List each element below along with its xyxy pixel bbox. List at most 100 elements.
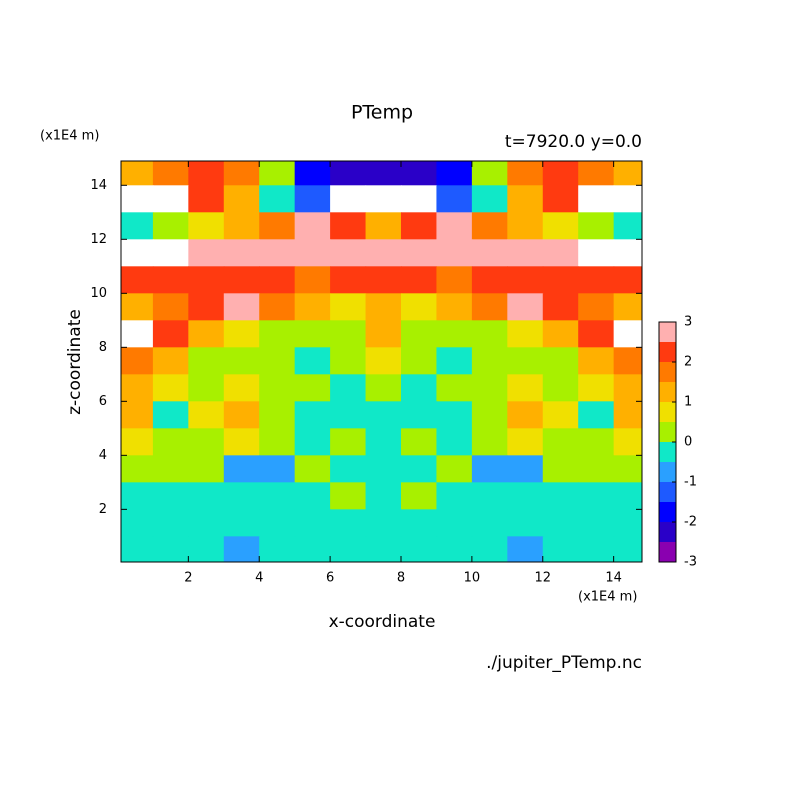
contour-cell — [400, 293, 438, 321]
contour-cell — [188, 374, 225, 402]
contour-cell — [188, 185, 225, 213]
contour-cell — [542, 320, 579, 348]
x-tick-label: 2 — [184, 571, 192, 586]
contour-cell — [294, 347, 331, 375]
contour-cell — [613, 185, 642, 213]
contour-cell — [259, 536, 296, 562]
colorbar-tick-label: -3 — [684, 555, 697, 570]
contour-cell — [152, 239, 189, 267]
contour-cell — [259, 374, 296, 402]
contour-cell — [471, 428, 508, 456]
contour-cell — [223, 455, 260, 483]
colorbar-tick-label: -1 — [684, 475, 697, 490]
contour-cell — [436, 509, 473, 537]
contour-cell — [542, 401, 579, 429]
contour-cell — [471, 455, 508, 483]
contour-cell — [471, 293, 508, 321]
contour-cell — [330, 239, 367, 267]
contour-cell — [259, 239, 296, 267]
plot-frame — [120, 160, 643, 563]
contour-cell — [121, 455, 154, 483]
contour-cell — [121, 185, 154, 213]
contour-cell — [578, 401, 615, 429]
contour-cell — [330, 482, 367, 510]
contour-cell — [507, 428, 544, 456]
contour-cell — [223, 239, 260, 267]
contour-cell — [152, 293, 189, 321]
contour-cell — [471, 401, 508, 429]
contour-cell — [365, 161, 402, 186]
contour-cell — [152, 161, 189, 186]
y-tick-label: 6 — [99, 394, 107, 409]
contour-cell — [400, 320, 438, 348]
contour-cell — [542, 536, 579, 562]
contour-cell — [330, 509, 367, 537]
contour-cell — [400, 239, 438, 267]
contour-cell — [507, 185, 544, 213]
contour-cell — [613, 536, 642, 562]
contour-cell — [507, 455, 544, 483]
contour-cell — [365, 401, 402, 429]
contour-cell — [188, 161, 225, 186]
contour-cell — [578, 161, 615, 186]
contour-cell — [542, 185, 579, 213]
contour-cell — [121, 266, 154, 294]
contour-cell — [223, 293, 260, 321]
contour-cell — [542, 482, 579, 510]
contour-cell — [365, 266, 402, 294]
contour-cell — [294, 374, 331, 402]
colorbar-bin — [659, 402, 676, 422]
colorbar-bin — [659, 482, 676, 502]
contour-cell — [188, 401, 225, 429]
contour-cell — [436, 161, 473, 186]
contour-cell — [436, 536, 473, 562]
chart-title: PTemp — [351, 102, 413, 124]
colorbar-tick-label: 3 — [684, 315, 692, 330]
contour-cell — [436, 293, 473, 321]
contour-cell — [542, 161, 579, 186]
contour-cell — [613, 455, 642, 483]
contour-cell — [507, 161, 544, 186]
contour-cell — [121, 320, 154, 348]
contour-cell — [223, 509, 260, 537]
contour-cell — [400, 185, 438, 213]
contour-cell — [365, 482, 402, 510]
colorbar-bin — [659, 462, 676, 482]
contour-cell — [436, 401, 473, 429]
contour-cell — [613, 266, 642, 294]
contour-cell — [578, 374, 615, 402]
contour-cell — [259, 347, 296, 375]
x-tick-label: 4 — [255, 571, 263, 586]
contour-field — [121, 161, 642, 562]
contour-cell — [507, 212, 544, 240]
contour-cell — [542, 212, 579, 240]
contour-cell — [152, 428, 189, 456]
contour-cell — [294, 161, 331, 186]
contour-cell — [365, 509, 402, 537]
contour-cell — [436, 428, 473, 456]
contour-cell — [365, 239, 402, 267]
x-tick-label: 14 — [605, 571, 622, 586]
contour-cell — [578, 320, 615, 348]
colorbar-tick-label: 1 — [684, 395, 692, 410]
contour-cell — [578, 536, 615, 562]
contour-cell — [542, 428, 579, 456]
contour-cell — [121, 536, 154, 562]
contour-cell — [188, 347, 225, 375]
contour-cell — [578, 482, 615, 510]
contour-cell — [294, 293, 331, 321]
contour-cell — [223, 320, 260, 348]
contour-cell — [188, 509, 225, 537]
contour-cell — [330, 161, 367, 186]
contour-cell — [294, 239, 331, 267]
colorbar-bin — [659, 342, 676, 362]
contour-cell — [613, 212, 642, 240]
contour-cell — [121, 509, 154, 537]
contour-cell — [259, 455, 296, 483]
contour-cell — [330, 536, 367, 562]
contour-cell — [330, 347, 367, 375]
contour-cell — [294, 401, 331, 429]
contour-cell — [613, 239, 642, 267]
contour-cell — [121, 428, 154, 456]
contour-cell — [578, 266, 615, 294]
